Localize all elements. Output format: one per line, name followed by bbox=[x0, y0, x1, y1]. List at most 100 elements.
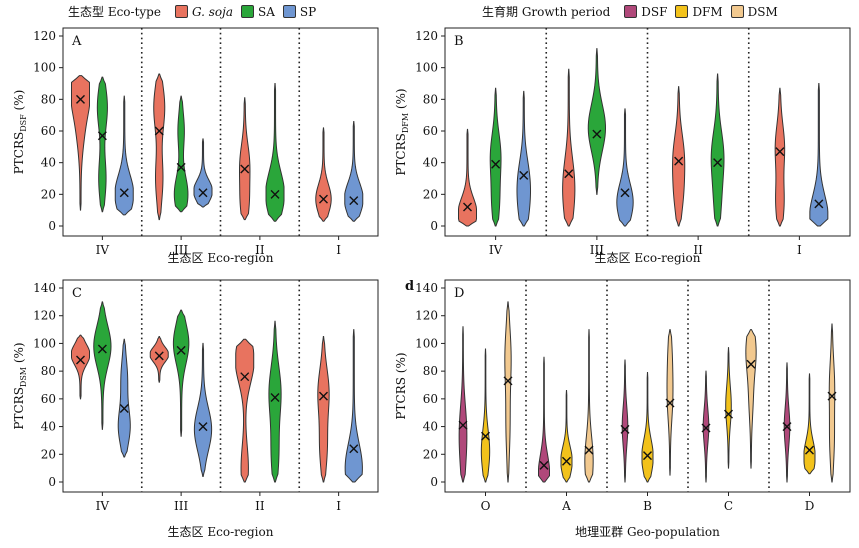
y-tick-label: 0 bbox=[48, 219, 56, 233]
violin-sa-III bbox=[173, 95, 189, 213]
panel-label: C bbox=[72, 286, 82, 301]
y-axis-label-main: PTCRS bbox=[394, 133, 408, 176]
y-tick-label: 40 bbox=[41, 156, 56, 170]
violin-dfm-O bbox=[480, 348, 491, 483]
violin-sa-III bbox=[587, 48, 607, 195]
legend-swatch-dsm bbox=[730, 5, 744, 18]
legend-swatch-g-soja bbox=[174, 5, 188, 18]
y-tick-label: 100 bbox=[415, 336, 438, 350]
violin-dfm-C bbox=[725, 347, 732, 469]
x-tick-label: A bbox=[561, 499, 571, 513]
plot-frame bbox=[444, 27, 851, 237]
violin-dsm-C bbox=[745, 329, 757, 469]
violin-dsf-D bbox=[783, 362, 791, 483]
y-tick-label: 60 bbox=[423, 124, 438, 138]
mean-marker bbox=[119, 188, 129, 198]
violin-gsoja-II bbox=[235, 338, 255, 483]
x-tick-label: IV bbox=[96, 243, 110, 257]
violin-gsoja-IV bbox=[458, 128, 477, 227]
y-tick-label: 120 bbox=[33, 29, 56, 43]
y-axis-label-sub: DSF bbox=[19, 114, 28, 132]
violin-sa-IV bbox=[489, 87, 502, 227]
x-tick-label: III bbox=[174, 499, 188, 513]
violin-gsoja-I bbox=[774, 87, 786, 227]
legend-label-sa: SA bbox=[258, 4, 275, 19]
mean-marker bbox=[176, 162, 186, 172]
violin-dsm-A bbox=[584, 329, 594, 483]
mean-marker bbox=[643, 451, 652, 461]
mean-marker bbox=[805, 445, 814, 455]
mean-marker bbox=[198, 188, 208, 198]
legend-eco-type: 生态型 Eco-type G. soja SA SP bbox=[68, 3, 316, 20]
violin-sp-III bbox=[616, 108, 634, 227]
mean-marker bbox=[154, 351, 164, 361]
mean-marker bbox=[746, 359, 756, 369]
panel-C: C 0 20 40 60 80 100 120 140 PTCRSDSM (%) 生态区 Eco-r… bbox=[12, 279, 379, 539]
mean-marker bbox=[665, 398, 675, 408]
mean-marker bbox=[814, 199, 824, 209]
violin-sp-IV bbox=[516, 90, 532, 227]
y-axis-label: PTCRSDFM (%) bbox=[394, 88, 410, 175]
legend-label-g-soja: G. soja bbox=[191, 4, 234, 19]
y-axis-label: PTCRS (%) bbox=[394, 352, 408, 419]
violin-gsoja-III bbox=[153, 73, 166, 221]
x-tick-label: O bbox=[481, 499, 491, 513]
y-tick-label: 0 bbox=[48, 475, 56, 489]
y-tick-label: 80 bbox=[41, 92, 56, 106]
mean-marker bbox=[318, 391, 328, 401]
x-tick-label: IV bbox=[489, 243, 503, 257]
legend-label-dfm: DFM bbox=[692, 4, 723, 19]
violin-sp-IV bbox=[114, 95, 134, 216]
mean-marker bbox=[76, 355, 85, 365]
x-tick-label: C bbox=[724, 499, 733, 513]
violin-gsoja-IV bbox=[71, 334, 90, 400]
violin-sp-III bbox=[193, 342, 213, 477]
legend-title: 生育期 Growth period bbox=[482, 5, 611, 19]
violin-sp-III bbox=[193, 138, 213, 208]
y-tick-label: 100 bbox=[33, 336, 56, 350]
mean-marker bbox=[701, 423, 711, 433]
violin-gsoja-II bbox=[238, 97, 251, 221]
mean-marker bbox=[775, 147, 785, 157]
y-axis-label-sub: DFM bbox=[401, 113, 410, 133]
y-tick-label: 100 bbox=[415, 61, 438, 75]
violin-dsf-A bbox=[538, 356, 550, 483]
y-tick-label: 40 bbox=[423, 420, 438, 434]
violin-dfm-D bbox=[803, 373, 816, 475]
y-tick-label: 100 bbox=[33, 61, 56, 75]
mean-marker bbox=[318, 194, 328, 204]
mean-marker bbox=[76, 94, 85, 104]
violin-gsoja-I bbox=[315, 127, 332, 222]
violin-gsoja-II bbox=[672, 86, 686, 227]
violin-sp-IV bbox=[117, 338, 131, 458]
violin-sa-III bbox=[172, 309, 190, 437]
mean-marker bbox=[270, 392, 280, 402]
mean-marker bbox=[491, 159, 501, 169]
y-axis-label-main: PTCRS bbox=[12, 132, 26, 175]
mean-marker bbox=[176, 345, 186, 355]
y-tick-label: 120 bbox=[33, 309, 56, 323]
y-tick-label: 140 bbox=[33, 281, 56, 295]
violin-dsf-B bbox=[621, 359, 629, 483]
violin-sp-I bbox=[344, 329, 363, 483]
mean-marker bbox=[782, 422, 792, 432]
y-tick-label: 20 bbox=[41, 187, 56, 201]
legend-label-dsf: DSF bbox=[641, 4, 668, 19]
x-tick-label: IV bbox=[96, 499, 110, 513]
mean-marker bbox=[97, 131, 107, 141]
mean-marker bbox=[564, 169, 574, 179]
mean-marker bbox=[198, 422, 208, 432]
violin-sa-II bbox=[268, 320, 282, 483]
legend-swatch-dfm bbox=[675, 5, 689, 18]
mean-marker bbox=[539, 460, 549, 470]
mean-marker bbox=[713, 158, 723, 168]
mean-marker bbox=[620, 188, 630, 198]
x-tick-label: II bbox=[693, 243, 703, 257]
violin-sa-IV bbox=[96, 76, 108, 213]
panel-A: A 0 20 40 60 80 100 120 PTCRSDSF (%) 生态区 Eco-regi… bbox=[12, 27, 379, 265]
panel-D: Dd 0 20 40 60 80 100 120 140 PTCRS (%) 地理亚群 Geo-po… bbox=[394, 279, 851, 539]
panel-label: B bbox=[454, 34, 464, 49]
violin-gsoja-III bbox=[562, 68, 576, 227]
y-tick-label: 20 bbox=[423, 447, 438, 461]
